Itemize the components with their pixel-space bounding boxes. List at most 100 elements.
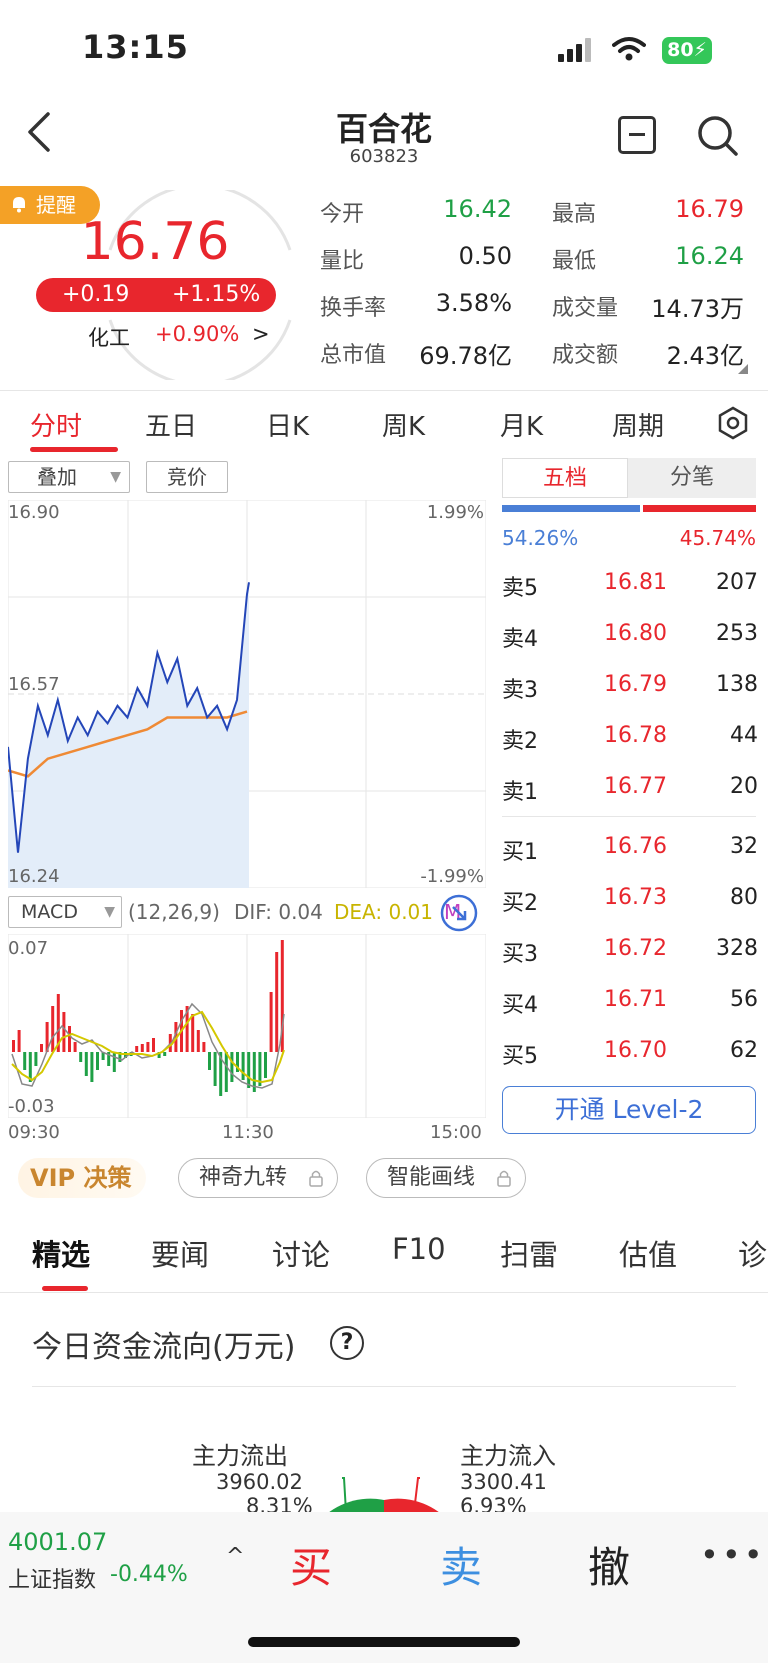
y-axis-top: 16.90 xyxy=(8,502,60,523)
expand-circle-icon[interactable] xyxy=(440,894,478,932)
tab-underline xyxy=(30,447,118,452)
expand-corner-icon[interactable] xyxy=(738,364,748,374)
sector-name[interactable]: 化工 xyxy=(88,326,130,350)
stock-code: 603823 xyxy=(349,146,419,167)
open-value: 16.42 xyxy=(443,195,512,223)
macd-chart[interactable] xyxy=(8,934,486,1118)
inflow-label: 主力流入 xyxy=(460,1442,556,1470)
sector-change[interactable]: +0.90% xyxy=(155,322,240,346)
macd-bar xyxy=(62,1012,66,1052)
macd-bar xyxy=(202,1042,206,1052)
open-level2-button[interactable]: 开通 Level-2 xyxy=(502,1086,756,1134)
vip-decision-button[interactable]: VIP 决策 xyxy=(18,1158,146,1198)
tab-f10[interactable]: F10 xyxy=(392,1232,446,1266)
ask-row[interactable]: 卖2 16.78 44 xyxy=(502,723,758,754)
bid-price: 16.71 xyxy=(604,987,667,1012)
macd-dea-line xyxy=(11,1010,285,1084)
ask-row[interactable]: 卖3 16.79 138 xyxy=(502,672,758,703)
ask-row[interactable]: 卖5 16.81 207 xyxy=(502,570,758,601)
vol-ratio-label: 量比 xyxy=(320,249,365,274)
turnover-value: 3.58% xyxy=(435,289,512,317)
ask-price: 16.79 xyxy=(604,672,667,697)
macd-bar xyxy=(191,1014,195,1052)
bid-label: 买2 xyxy=(502,891,538,916)
index-change[interactable]: -0.44% xyxy=(110,1562,188,1587)
pct-axis-bottom: -1.99% xyxy=(420,866,484,887)
tab-five-day[interactable]: 五日 xyxy=(145,412,198,442)
macd-dea: DEA: 0.01 xyxy=(334,900,433,924)
tab-news[interactable]: 要闻 xyxy=(151,1238,210,1272)
tab-monthly-k[interactable]: 月K xyxy=(500,412,544,442)
macd-bar xyxy=(79,1052,83,1062)
tab-risk-scan[interactable]: 扫雷 xyxy=(500,1238,559,1272)
macd-bar xyxy=(84,1052,88,1076)
tab-five-levels[interactable]: 五档 xyxy=(502,458,628,498)
divider xyxy=(32,1386,736,1387)
indicator-dropdown[interactable]: MACD ▼ xyxy=(8,896,122,928)
chevron-down-icon: ▼ xyxy=(104,904,115,920)
vol-ratio-value: 0.50 xyxy=(458,242,512,270)
macd-bar xyxy=(213,1052,217,1086)
macd-bar xyxy=(23,1052,27,1070)
expand-up-icon[interactable]: ^ xyxy=(226,1544,245,1569)
remove-watchlist-icon[interactable] xyxy=(618,116,656,154)
bid-row[interactable]: 买5 16.70 62 xyxy=(502,1038,758,1069)
ask-price: 16.80 xyxy=(604,621,667,646)
index-value[interactable]: 4001.07 xyxy=(8,1528,108,1556)
buy-button[interactable]: 买 xyxy=(290,1543,333,1592)
volume-value: 14.73万 xyxy=(651,295,744,323)
search-icon[interactable] xyxy=(696,114,740,158)
macd-dif: DIF: 0.04 xyxy=(234,900,323,924)
tab-valuation[interactable]: 估值 xyxy=(619,1238,678,1272)
auction-button[interactable]: 竞价 xyxy=(146,461,228,493)
macd-bar xyxy=(12,1040,15,1052)
macd-bar xyxy=(73,1042,77,1052)
price-arc-decoration xyxy=(108,190,292,380)
macd-bar xyxy=(196,1030,200,1052)
cancel-order-button[interactable]: 撤 xyxy=(588,1543,631,1592)
settings-icon[interactable] xyxy=(716,406,750,440)
tab-weekly-k[interactable]: 周K xyxy=(382,412,426,442)
y-axis-mid: 16.57 xyxy=(8,674,60,695)
sell-button[interactable]: 卖 xyxy=(440,1543,483,1592)
more-icon[interactable]: ••• xyxy=(700,1536,766,1574)
stock-name: 百合花 xyxy=(335,110,432,148)
ask-row[interactable]: 卖1 16.77 20 xyxy=(502,774,758,805)
smart-draw-button[interactable]: 智能画线 xyxy=(366,1158,526,1198)
intraday-chart[interactable] xyxy=(8,500,486,888)
bid-row[interactable]: 买3 16.72 328 xyxy=(502,936,758,967)
bid-label: 买4 xyxy=(502,993,538,1018)
help-icon[interactable]: ? xyxy=(330,1326,364,1360)
macd-bar xyxy=(118,1052,122,1062)
magic-nine-button[interactable]: 神奇九转 xyxy=(178,1158,338,1198)
y-axis-bottom: 16.24 xyxy=(8,866,60,887)
macd-params: (12,26,9) xyxy=(128,900,220,924)
back-icon[interactable] xyxy=(22,108,62,156)
ask-volume: 20 xyxy=(730,774,758,799)
buy-ratio-bar xyxy=(502,505,640,512)
overlay-dropdown[interactable]: 叠加 ▼ xyxy=(8,461,130,493)
bid-row[interactable]: 买1 16.76 32 xyxy=(502,834,758,865)
tab-discussion[interactable]: 讨论 xyxy=(272,1238,331,1272)
open-label: 今开 xyxy=(320,202,365,227)
bid-price: 16.70 xyxy=(604,1038,667,1063)
tab-daily-k[interactable]: 日K xyxy=(266,412,310,442)
macd-bar xyxy=(28,1052,32,1082)
tab-period[interactable]: 周期 xyxy=(612,412,665,442)
ask-row[interactable]: 卖4 16.80 253 xyxy=(502,621,758,652)
tab-intraday[interactable]: 分时 xyxy=(30,412,83,442)
macd-bar xyxy=(152,1038,155,1052)
tab-featured[interactable]: 精选 xyxy=(32,1238,91,1272)
index-name[interactable]: 上证指数 xyxy=(8,1568,97,1593)
bid-volume: 32 xyxy=(730,834,758,859)
remind-button[interactable]: 提醒 xyxy=(0,186,100,224)
macd-bar xyxy=(269,992,273,1052)
bid-row[interactable]: 买2 16.73 80 xyxy=(502,885,758,916)
chevron-down-icon: ▼ xyxy=(110,469,121,485)
sector-arrow[interactable]: > xyxy=(252,322,270,346)
bid-label: 买1 xyxy=(502,840,538,865)
tab-tick[interactable]: 分笔 xyxy=(628,458,756,498)
tab-diagnosis[interactable]: 诊 xyxy=(738,1238,768,1272)
bid-row[interactable]: 买4 16.71 56 xyxy=(502,987,758,1018)
high-value: 16.79 xyxy=(675,195,744,223)
